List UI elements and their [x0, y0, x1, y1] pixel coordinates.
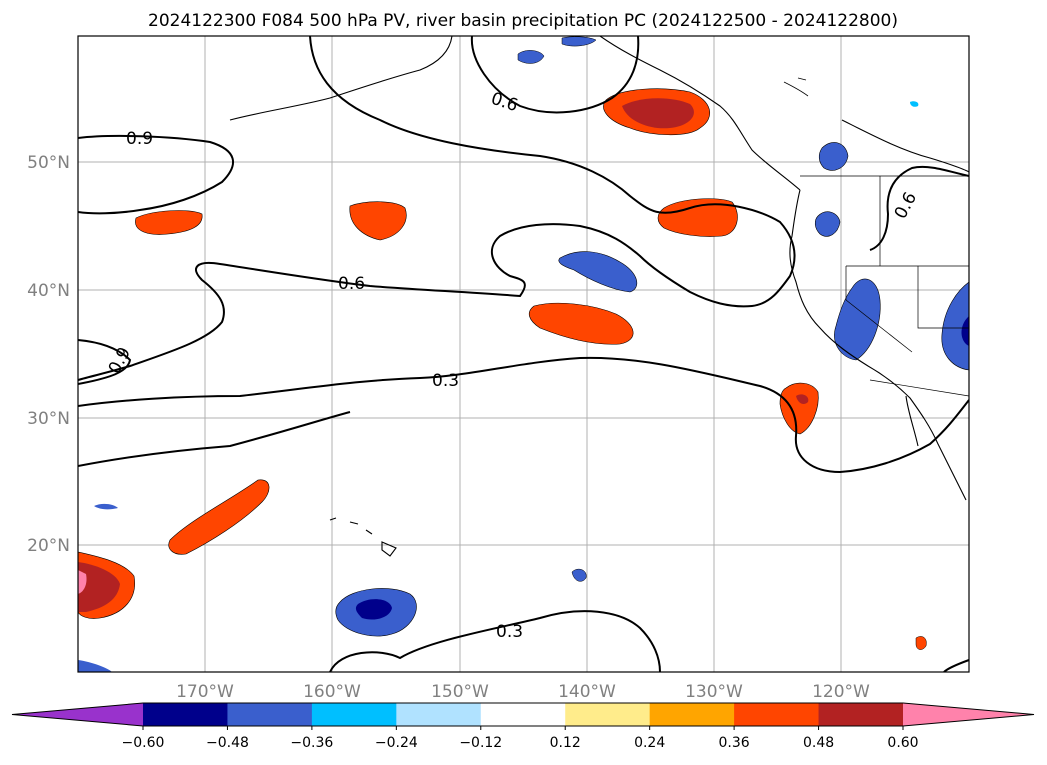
state-border	[845, 266, 913, 353]
lat-label: 30°N	[27, 409, 70, 429]
bc-coast	[599, 36, 801, 191]
baja-coast	[905, 395, 919, 447]
precip-area	[796, 394, 809, 404]
colorbar-segment	[143, 703, 228, 726]
pv-contour-0.6-east	[869, 166, 969, 251]
pv-contour-0.3	[78, 356, 969, 474]
precip-area	[779, 382, 819, 435]
precip-area	[349, 201, 407, 241]
precip-area	[814, 211, 841, 237]
pv-contour-0.6-north	[470, 36, 640, 114]
precip-area	[558, 251, 638, 293]
pv-contour-0.3-west	[78, 411, 351, 467]
precip-area	[910, 101, 919, 107]
precip-area	[78, 660, 112, 672]
colorbar-segment	[565, 703, 651, 726]
pv-contour-0.6	[78, 36, 796, 381]
colorbar: −0.60 −0.48 −0.36 −0.24 −0.12 0.12 0.24 0.36 0.4…	[11, 702, 1035, 751]
colorbar-tick-label: 0.12	[550, 735, 581, 751]
pv-contour-edge	[943, 659, 969, 672]
lon-label: 160°W	[303, 682, 361, 702]
contour-label: 0.6	[338, 274, 365, 294]
precip-area	[818, 142, 849, 171]
colorbar-extend-min	[12, 703, 143, 726]
precip-area	[78, 562, 120, 612]
alaska-coast	[229, 36, 453, 121]
precip-area	[961, 316, 969, 346]
colorbar-tick-label: −0.60	[122, 735, 165, 751]
pv-contour-0.3-south	[329, 610, 661, 672]
canada-border-region	[841, 119, 969, 173]
mexico-border	[869, 379, 969, 397]
precip-area	[561, 36, 597, 47]
lon-label: 150°W	[431, 682, 489, 702]
map-frame	[77, 35, 970, 673]
precip-area	[517, 50, 545, 64]
colorbar-tick-label: 0.60	[887, 735, 918, 751]
colorbar-segment	[734, 703, 820, 726]
precip-area	[135, 210, 203, 235]
precip-area	[915, 636, 927, 650]
precip-area	[78, 570, 87, 594]
colorbar-tick-label: −0.36	[290, 735, 333, 751]
pv-contours	[78, 36, 969, 672]
colorbar-tick-label: 0.24	[634, 735, 665, 751]
lat-label: 50°N	[27, 153, 70, 173]
hawaii	[329, 517, 397, 557]
colorbar-segment	[311, 703, 397, 726]
precip-area	[571, 568, 587, 582]
colorbar-tick-label: −0.24	[375, 735, 418, 751]
pv-contour-0.9-west	[78, 339, 132, 385]
lon-label: 130°W	[685, 682, 743, 702]
precip-area	[528, 302, 634, 345]
lon-label: 120°W	[812, 682, 870, 702]
state-border	[917, 266, 969, 329]
colorbar-extend-max	[903, 703, 1034, 726]
contour-label: 0.9	[126, 129, 153, 149]
precip-area	[941, 281, 969, 371]
lon-label: 170°W	[176, 682, 234, 702]
precip-area	[622, 98, 694, 129]
lat-label: 40°N	[27, 281, 70, 301]
lon-label: 140°W	[558, 682, 616, 702]
colorbar-tick-label: −0.12	[459, 735, 502, 751]
pv-contour-0.9	[78, 134, 234, 215]
lat-labels: 50°N 40°N 30°N 20°N	[27, 153, 70, 556]
lat-label: 20°N	[27, 536, 70, 556]
colorbar-tick-label: −0.48	[206, 735, 249, 751]
colorbar-segment	[480, 703, 566, 726]
islands	[783, 77, 809, 97]
colorbar-tick-label: 0.36	[719, 735, 750, 751]
precip-area	[657, 198, 738, 237]
map-background	[78, 36, 969, 672]
colorbar-tick-label: 0.48	[803, 735, 834, 751]
precip-area	[355, 599, 392, 620]
colorbar-segment	[649, 703, 735, 726]
precip-area	[94, 503, 118, 510]
colorbar-segment	[396, 703, 482, 726]
colorbar-segment	[818, 703, 904, 726]
lon-labels: 170°W 160°W 150°W 140°W 130°W 120°W	[176, 682, 870, 702]
gridlines	[78, 36, 969, 672]
contour-label: 0.3	[496, 622, 523, 642]
precip-area	[168, 479, 270, 555]
map-title: 2024122300 F084 500 hPa PV, river basin …	[148, 11, 898, 31]
colorbar-segment	[227, 703, 313, 726]
contour-label: 0.3	[432, 371, 459, 391]
